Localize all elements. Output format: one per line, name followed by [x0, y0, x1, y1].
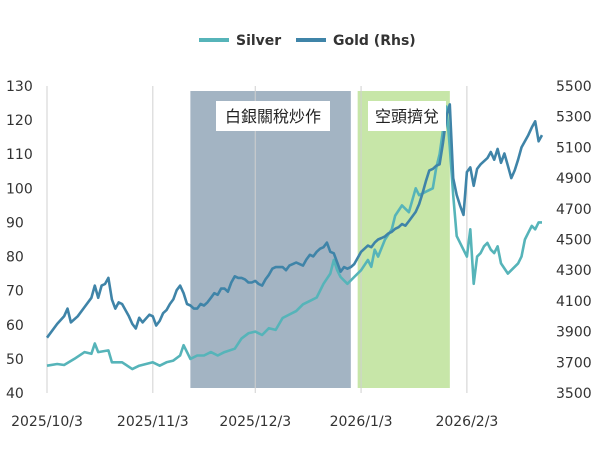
- vertical-gridlines: [46, 86, 468, 393]
- left-tick-label: 60: [6, 318, 24, 334]
- series-line-silver: [46, 105, 542, 371]
- x-tick-label: 2025/12/3: [219, 414, 291, 430]
- x-tick-label: 2025/10/3: [11, 414, 83, 430]
- x-tick-label: 2025/11/3: [117, 414, 189, 430]
- region-label-box-0: [216, 101, 330, 131]
- shaded-regions: [190, 91, 450, 388]
- right-tick-label: 4100: [556, 294, 592, 310]
- left-tick-label: 90: [6, 215, 24, 231]
- legend-label-1: Gold (Rhs): [333, 33, 416, 49]
- x-tick-label: 2026/1/3: [330, 414, 393, 430]
- right-tick-label: 4700: [556, 202, 592, 218]
- left-tick-label: 70: [6, 284, 24, 300]
- right-tick-label: 4300: [556, 263, 592, 279]
- region-0: [190, 91, 351, 388]
- left-tick-label: 50: [6, 352, 24, 368]
- left-tick-label: 100: [6, 181, 33, 197]
- region-1: [357, 91, 450, 388]
- right-tick-label: 4500: [556, 233, 592, 249]
- left-tick-label: 130: [6, 79, 33, 95]
- left-y-axis: 40 50 60 70 80 90 100 110 120 130: [6, 79, 33, 402]
- region-label-box-1: [368, 101, 446, 131]
- right-y-axis: 3500 3700 3900 4100 4300 4500 4700 4900 5100 5300…: [556, 79, 592, 402]
- series-line-gold-rhs-: [45, 103, 544, 339]
- region-label-0: 白銀關稅炒作: [225, 107, 321, 126]
- right-tick-label: 4900: [556, 171, 592, 187]
- left-tick-label: 120: [6, 113, 33, 129]
- series-lines: [45, 103, 544, 371]
- left-tick-label: 80: [6, 250, 24, 266]
- right-tick-label: 3500: [556, 386, 592, 402]
- left-tick-label: 110: [6, 147, 33, 163]
- right-tick-label: 5300: [556, 110, 592, 126]
- legend-label-0: Silver: [236, 33, 281, 49]
- region-labels: 白銀關稅炒作 空頭擠兌: [216, 101, 446, 131]
- left-tick-label: 40: [6, 386, 24, 402]
- x-axis: 2025/10/3 2025/11/3 2025/12/3 2026/1/3 2026/…: [11, 414, 498, 430]
- right-tick-label: 3700: [556, 355, 592, 371]
- x-tick-label: 2026/2/3: [435, 414, 498, 430]
- legend: Silver Gold (Rhs): [199, 33, 416, 49]
- right-tick-label: 5100: [556, 140, 592, 156]
- right-tick-label: 3900: [556, 325, 592, 341]
- region-label-1: 空頭擠兌: [375, 107, 439, 126]
- right-tick-label: 5500: [556, 79, 592, 95]
